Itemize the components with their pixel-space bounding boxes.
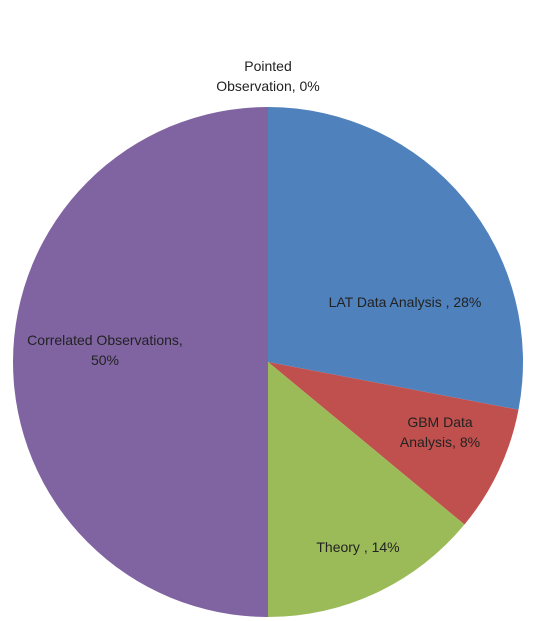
data-label: LAT Data Analysis , 28% xyxy=(328,294,482,310)
pie-slice xyxy=(13,107,268,617)
data-label: Pointed Observation, 0% xyxy=(216,58,320,94)
data-label: GBM Data Analysis, 8% xyxy=(399,414,481,450)
data-label: Theory , 14% xyxy=(316,539,400,555)
data-label: Correlated Observations, 50% xyxy=(27,332,183,368)
pie-slice xyxy=(268,362,465,617)
pie-slice xyxy=(268,362,519,525)
pie-slice xyxy=(268,107,523,410)
